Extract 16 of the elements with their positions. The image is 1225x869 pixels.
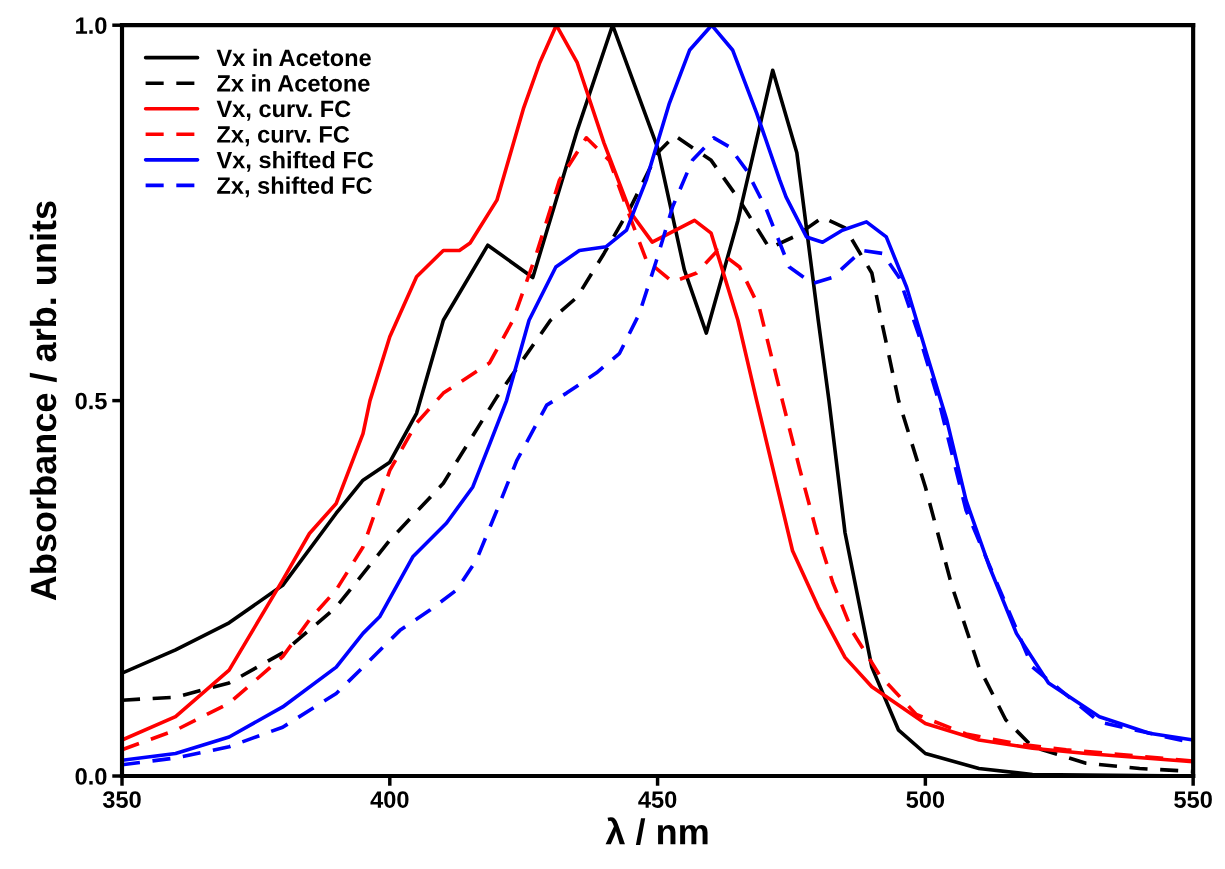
legend-label: Zx in Acetone [217,74,370,92]
x-tick-label: 500 [906,791,945,808]
legend-label: Vx, shifted FC [216,151,374,172]
x-tick-label: 550 [1174,791,1212,808]
y-tick-label: 0.0 [75,768,107,785]
y-axis-title: Absorbance / arb. units [29,201,57,601]
legend-label: Zx, shifted FC [217,176,372,198]
y-tick-label: 1.0 [76,17,107,34]
y-tick-label: 0.5 [75,392,107,410]
legend-label: Vx, curv. FC [216,100,351,121]
legend-label: Vx in Acetone [216,48,371,67]
x-tick-label: 400 [370,791,409,808]
x-tick-label: 350 [102,791,141,808]
x-tick-label: 450 [638,791,677,808]
legend-label: Zx, curv. FC [217,126,350,147]
x-axis-title: λ / nm [605,817,708,846]
